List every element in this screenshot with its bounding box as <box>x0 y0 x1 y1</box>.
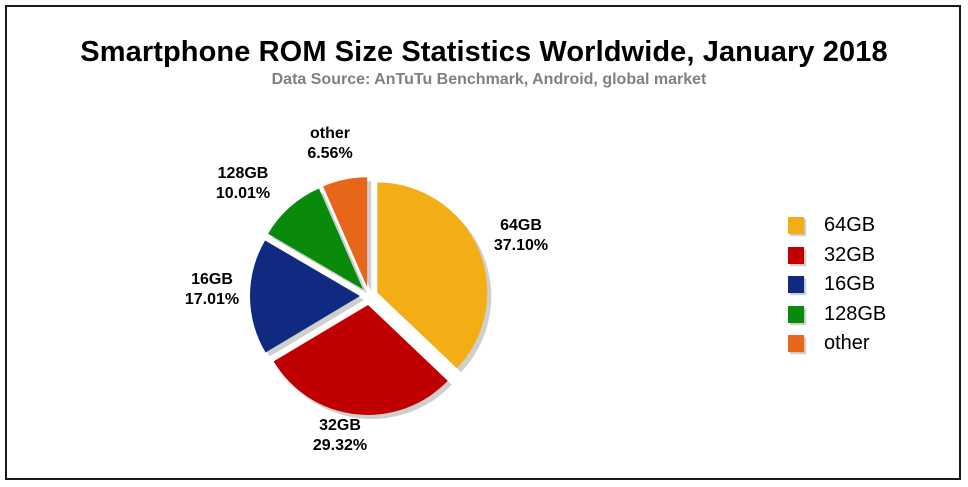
legend-label: 128GB <box>824 302 887 325</box>
legend-swatch <box>788 335 804 353</box>
pie-slice-64gb <box>377 182 488 369</box>
legend-swatch <box>788 305 804 323</box>
slice-label-value: 17.01% <box>185 291 239 308</box>
legend-label: 64GB <box>824 214 876 237</box>
pie-slice-16gb <box>250 240 361 353</box>
legend-label: 32GB <box>824 243 876 266</box>
pie-slice-32gb <box>273 304 448 415</box>
legend-label: 16GB <box>824 273 876 296</box>
legend-swatch <box>788 276 804 294</box>
slice-label-32gb: 32GB 29.32% <box>313 417 367 454</box>
slice-label-16gb: 16GB 17.01% <box>185 271 239 308</box>
slice-label-value: 6.56% <box>307 145 352 162</box>
slice-label-category: 128GB <box>218 165 269 182</box>
slice-label-category: 64GB <box>500 217 542 234</box>
legend-item-other: other <box>788 329 886 359</box>
slice-label-category: other <box>310 125 350 142</box>
legend-item-16gb: 16GB <box>788 270 886 300</box>
slice-label-value: 29.32% <box>313 437 367 454</box>
slice-label-category: 32GB <box>319 417 361 434</box>
legend-label: other <box>824 332 870 355</box>
slice-label-64gb: 64GB 37.10% <box>494 217 548 254</box>
slice-label-value: 10.01% <box>216 185 270 202</box>
slice-label-128gb: 128GB 10.01% <box>216 165 270 202</box>
slice-label-other: other 6.56% <box>307 125 352 162</box>
pie-slice-other <box>323 177 368 288</box>
legend-item-32gb: 32GB <box>788 241 886 271</box>
chart-frame <box>5 5 961 480</box>
chart-title: Smartphone ROM Size Statistics Worldwide… <box>80 36 888 68</box>
pie-slice-128gb <box>268 188 364 290</box>
legend-swatch <box>788 246 804 264</box>
slice-label-value: 37.10% <box>494 237 548 254</box>
slice-label-category: 16GB <box>191 271 233 288</box>
legend-item-64gb: 64GB <box>788 211 886 241</box>
chart-subtitle: Data Source: AnTuTu Benchmark, Android, … <box>271 71 707 88</box>
legend-swatch <box>788 217 804 235</box>
legend-item-128gb: 128GB <box>788 300 886 330</box>
chart-legend: 64GB 32GB 16GB 128GB other <box>788 211 886 359</box>
